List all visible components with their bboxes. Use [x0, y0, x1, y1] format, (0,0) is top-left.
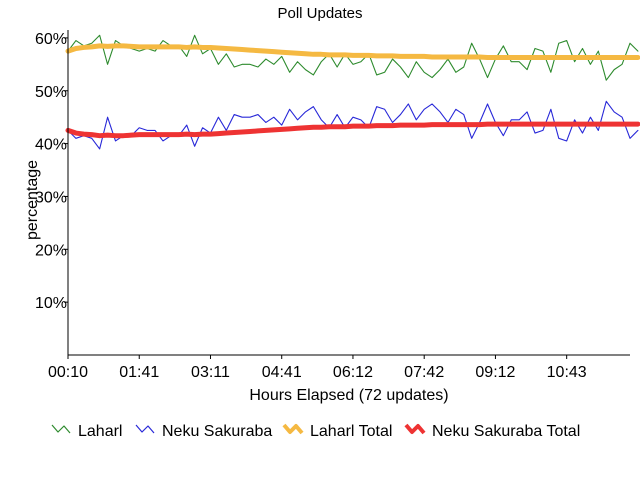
y-tick-label: 60%: [35, 31, 67, 48]
legend-label: Laharl Total: [310, 423, 392, 440]
legend-swatch: [135, 424, 155, 434]
x-axis-ticks: 00:10 01:41 03:11 04:41 06:12 07:42 09:12 10:43: [48, 355, 587, 381]
legend-swatch: [404, 423, 426, 435]
legend-label: Laharl: [78, 423, 122, 440]
x-tick-label: 06:12: [333, 364, 373, 381]
x-tick-label: 09:12: [475, 364, 515, 381]
y-tick-label: 40%: [35, 137, 67, 154]
series-layer: [65, 34, 640, 150]
series-line-neku-sakuraba-total: [65, 121, 640, 139]
x-tick-label: 03:11: [191, 364, 230, 381]
y-tick-label: 20%: [35, 242, 67, 259]
x-tick-label: 01:41: [119, 364, 159, 381]
legend: Laharl Neku Sakuraba Laharl Total Neku Saku…: [51, 423, 580, 440]
legend-label: Neku Sakuraba Total: [432, 423, 580, 440]
series-line-neku-sakuraba: [67, 100, 639, 150]
y-tick-label: 10%: [35, 295, 67, 312]
legend-swatch: [51, 424, 71, 434]
y-axis-label: percentage: [24, 160, 41, 240]
legend-label: Neku Sakuraba: [162, 423, 272, 440]
x-tick-label: 04:41: [262, 364, 302, 381]
x-axis-label: Hours Elapsed (72 updates): [249, 387, 448, 404]
series-line-laharl: [67, 34, 639, 81]
legend-swatch: [282, 423, 304, 435]
y-axis-ticks: 10% 20% 30% 40% 50% 60%: [35, 31, 68, 312]
x-tick-label: 07:42: [404, 364, 444, 381]
chart-title: Poll Updates: [277, 5, 362, 22]
series-line-laharl-total: [65, 43, 640, 60]
x-tick-label: 00:10: [48, 364, 88, 381]
y-tick-label: 50%: [35, 84, 67, 101]
y-tick-label: 30%: [35, 189, 67, 206]
x-tick-label: 10:43: [547, 364, 587, 381]
